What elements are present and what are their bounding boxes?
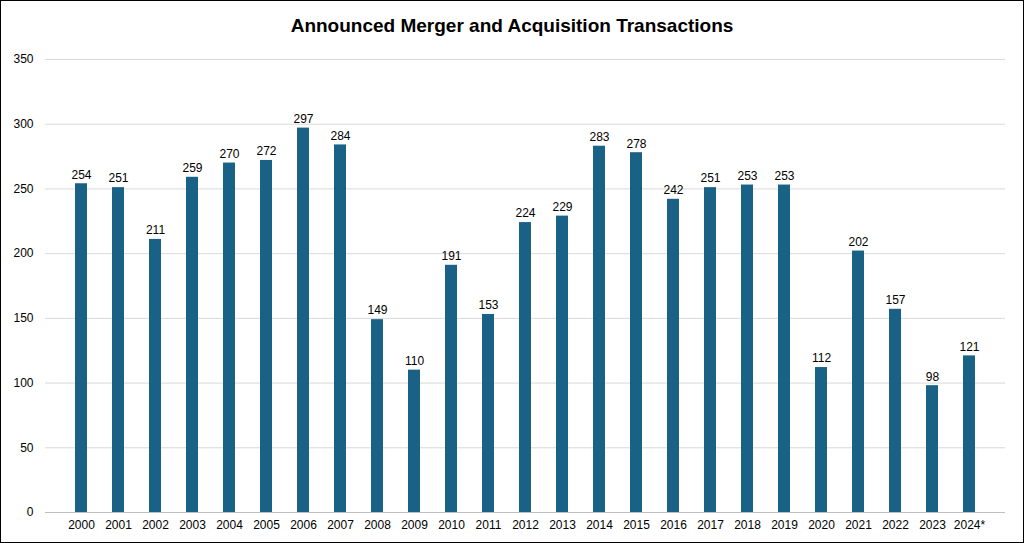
svg-text:2023: 2023 (919, 518, 946, 532)
svg-text:149: 149 (367, 303, 387, 317)
svg-text:2001: 2001 (105, 518, 132, 532)
svg-text:300: 300 (13, 117, 33, 131)
svg-text:2003: 2003 (179, 518, 206, 532)
svg-text:2017: 2017 (697, 518, 724, 532)
svg-text:157: 157 (885, 293, 905, 307)
svg-text:2007: 2007 (327, 518, 354, 532)
svg-text:270: 270 (219, 147, 239, 161)
svg-text:253: 253 (737, 169, 757, 183)
svg-text:224: 224 (515, 206, 535, 220)
svg-text:2019: 2019 (771, 518, 798, 532)
svg-text:2004: 2004 (216, 518, 243, 532)
svg-text:98: 98 (926, 370, 940, 384)
svg-text:2002: 2002 (142, 518, 169, 532)
svg-text:2000: 2000 (68, 518, 95, 532)
svg-text:200: 200 (13, 246, 33, 260)
svg-text:100: 100 (13, 376, 33, 390)
svg-text:202: 202 (848, 235, 868, 249)
svg-text:272: 272 (256, 144, 276, 158)
svg-text:278: 278 (626, 137, 646, 151)
svg-text:112: 112 (812, 351, 831, 365)
svg-text:0: 0 (27, 505, 34, 519)
svg-text:2020: 2020 (808, 518, 835, 532)
svg-text:2005: 2005 (253, 518, 280, 532)
svg-text:251: 251 (700, 171, 720, 185)
svg-text:2008: 2008 (364, 518, 391, 532)
svg-text:2012: 2012 (512, 518, 539, 532)
svg-text:2006: 2006 (290, 518, 317, 532)
svg-text:50: 50 (20, 441, 34, 455)
html-text:Announced Merger and Acquisiti: Announced Merger and Acquisition Transac… (290, 15, 734, 36)
svg-text:283: 283 (589, 130, 609, 144)
svg-text:150: 150 (13, 311, 33, 325)
svg-text:153: 153 (478, 298, 498, 312)
svg-text:2010: 2010 (438, 518, 465, 532)
svg-text:110: 110 (405, 354, 424, 368)
svg-text:251: 251 (108, 171, 128, 185)
svg-text:229: 229 (552, 200, 572, 214)
svg-text:253: 253 (774, 169, 794, 183)
svg-text:211: 211 (146, 223, 165, 237)
svg-text:191: 191 (441, 249, 461, 263)
svg-text:121: 121 (959, 340, 979, 354)
svg-text:259: 259 (182, 161, 202, 175)
svg-text:2011: 2011 (476, 518, 502, 532)
svg-text:2013: 2013 (549, 518, 576, 532)
svg-text:242: 242 (663, 183, 683, 197)
svg-text:2021: 2021 (845, 518, 872, 532)
svg-text:2018: 2018 (734, 518, 761, 532)
svg-text:254: 254 (71, 168, 91, 182)
svg-text:250: 250 (13, 182, 33, 196)
svg-text:284: 284 (330, 129, 350, 143)
svg-text:2024*: 2024* (954, 518, 986, 532)
svg-text:2009: 2009 (401, 518, 428, 532)
svg-text:297: 297 (293, 112, 313, 126)
svg-text:2016: 2016 (660, 518, 687, 532)
svg-text:2022: 2022 (882, 518, 909, 532)
svg-text:2015: 2015 (623, 518, 650, 532)
svg-text:350: 350 (13, 52, 33, 66)
svg-text:2014: 2014 (586, 518, 613, 532)
